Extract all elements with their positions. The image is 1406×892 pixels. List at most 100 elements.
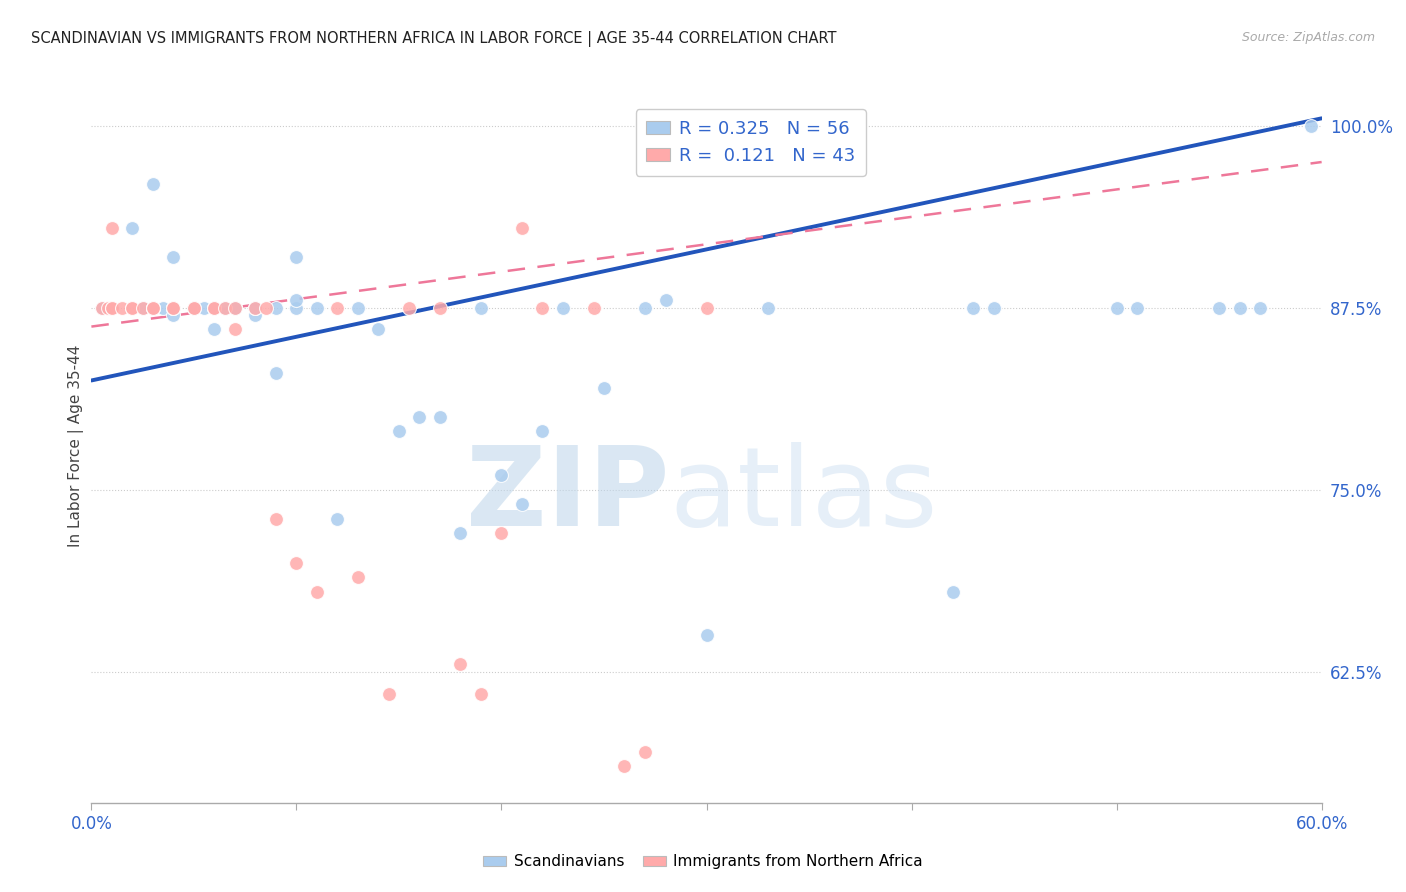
Text: SCANDINAVIAN VS IMMIGRANTS FROM NORTHERN AFRICA IN LABOR FORCE | AGE 35-44 CORRE: SCANDINAVIAN VS IMMIGRANTS FROM NORTHERN…	[31, 31, 837, 47]
Point	[491, 468, 513, 483]
Point	[121, 220, 143, 235]
Point	[264, 512, 287, 526]
Point	[613, 759, 636, 773]
Point	[1126, 301, 1149, 315]
Point	[121, 301, 143, 315]
Point	[162, 301, 184, 315]
Point	[245, 308, 267, 322]
Point	[285, 556, 308, 570]
Point	[367, 322, 389, 336]
Point	[162, 301, 184, 315]
Point	[1229, 301, 1251, 315]
Point	[162, 301, 184, 315]
Point	[326, 512, 349, 526]
Point	[983, 301, 1005, 315]
Point	[582, 301, 605, 315]
Point	[202, 322, 225, 336]
Point	[101, 301, 124, 315]
Point	[183, 301, 205, 315]
Point	[449, 657, 471, 672]
Point	[347, 570, 370, 584]
Point	[162, 250, 184, 264]
Point	[111, 301, 134, 315]
Point	[285, 293, 308, 308]
Point	[429, 301, 451, 315]
Point	[326, 301, 349, 315]
Point	[131, 301, 153, 315]
Point	[449, 526, 471, 541]
Point	[491, 526, 513, 541]
Point	[245, 301, 267, 315]
Point	[285, 250, 308, 264]
Point	[398, 301, 420, 315]
Point	[695, 628, 717, 642]
Point	[214, 301, 236, 315]
Point	[224, 301, 246, 315]
Point	[695, 301, 717, 315]
Point	[142, 301, 165, 315]
Point	[131, 301, 153, 315]
Point	[962, 301, 984, 315]
Point	[101, 220, 124, 235]
Point	[756, 301, 779, 315]
Point	[264, 301, 287, 315]
Point	[97, 301, 120, 315]
Point	[183, 301, 205, 315]
Point	[121, 301, 143, 315]
Point	[202, 301, 225, 315]
Point	[193, 301, 215, 315]
Point	[183, 301, 205, 315]
Point	[470, 301, 492, 315]
Point	[202, 301, 225, 315]
Legend: Scandinavians, Immigrants from Northern Africa: Scandinavians, Immigrants from Northern …	[477, 848, 929, 875]
Point	[593, 381, 616, 395]
Point	[142, 301, 165, 315]
Point	[224, 301, 246, 315]
Point	[1249, 301, 1271, 315]
Point	[142, 301, 165, 315]
Point	[531, 425, 554, 439]
Point	[162, 308, 184, 322]
Text: atlas: atlas	[669, 442, 938, 549]
Text: ZIP: ZIP	[467, 442, 669, 549]
Point	[90, 301, 112, 315]
Point	[654, 293, 676, 308]
Point	[347, 301, 370, 315]
Point	[285, 301, 308, 315]
Point	[224, 322, 246, 336]
Point	[202, 301, 225, 315]
Point	[245, 301, 267, 315]
Point	[224, 301, 246, 315]
Point	[183, 301, 205, 315]
Y-axis label: In Labor Force | Age 35-44: In Labor Force | Age 35-44	[69, 345, 84, 547]
Point	[634, 745, 657, 759]
Text: Source: ZipAtlas.com: Source: ZipAtlas.com	[1241, 31, 1375, 45]
Point	[162, 301, 184, 315]
Point	[224, 301, 246, 315]
Point	[90, 301, 112, 315]
Legend: R = 0.325   N = 56, R =  0.121   N = 43: R = 0.325 N = 56, R = 0.121 N = 43	[636, 109, 866, 176]
Point	[142, 301, 165, 315]
Point	[634, 301, 657, 315]
Point	[101, 301, 124, 315]
Point	[510, 220, 533, 235]
Point	[551, 301, 574, 315]
Point	[531, 301, 554, 315]
Point	[510, 497, 533, 511]
Point	[202, 301, 225, 315]
Point	[388, 425, 411, 439]
Point	[1105, 301, 1128, 315]
Point	[429, 409, 451, 424]
Point	[183, 301, 205, 315]
Point	[377, 687, 399, 701]
Point	[142, 177, 165, 191]
Point	[214, 301, 236, 315]
Point	[305, 301, 328, 315]
Point	[224, 301, 246, 315]
Point	[1301, 119, 1323, 133]
Point	[152, 301, 174, 315]
Point	[408, 409, 430, 424]
Point	[254, 301, 277, 315]
Point	[305, 584, 328, 599]
Point	[264, 366, 287, 380]
